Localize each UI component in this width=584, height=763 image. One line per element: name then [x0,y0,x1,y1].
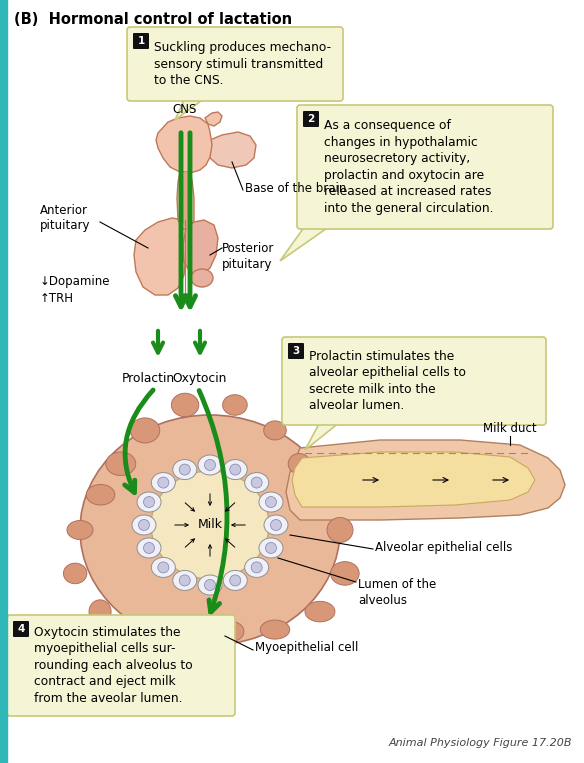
Circle shape [266,497,276,507]
Circle shape [266,542,276,553]
Ellipse shape [80,415,340,645]
Text: CNS: CNS [173,103,197,116]
Ellipse shape [64,563,87,584]
Ellipse shape [191,269,213,287]
Ellipse shape [223,459,247,480]
Ellipse shape [106,452,135,475]
Ellipse shape [151,471,269,579]
Ellipse shape [288,453,310,474]
Ellipse shape [260,620,290,639]
Ellipse shape [151,558,175,578]
Ellipse shape [264,421,286,440]
Polygon shape [175,98,205,120]
Text: ↓Dopamine
↑TRH: ↓Dopamine ↑TRH [40,275,110,305]
Ellipse shape [217,621,244,642]
Text: Prolactin: Prolactin [121,372,175,385]
Ellipse shape [137,492,161,512]
Ellipse shape [223,394,247,415]
Text: Base of the brain: Base of the brain [245,182,346,195]
FancyBboxPatch shape [303,111,319,127]
FancyBboxPatch shape [127,27,343,101]
Ellipse shape [137,538,161,558]
Ellipse shape [223,571,247,591]
Polygon shape [183,220,218,275]
Ellipse shape [198,455,222,475]
Ellipse shape [173,459,197,480]
Ellipse shape [171,393,199,417]
Text: Lumen of the
alveolus: Lumen of the alveolus [358,578,436,607]
Polygon shape [177,172,194,230]
Polygon shape [292,452,535,507]
Polygon shape [156,116,212,173]
Ellipse shape [245,558,269,578]
Polygon shape [134,218,186,295]
Circle shape [230,464,241,475]
Circle shape [158,562,169,573]
Circle shape [204,459,215,471]
Ellipse shape [259,492,283,512]
Text: As a consequence of
changes in hypothalamic
neurosecretory activity,
prolactin a: As a consequence of changes in hypothala… [324,119,493,214]
Ellipse shape [259,538,283,558]
Text: Oxytocin: Oxytocin [173,372,227,385]
Circle shape [179,464,190,475]
Polygon shape [205,112,222,126]
Text: (B)  Hormonal control of lactation: (B) Hormonal control of lactation [14,12,292,27]
Text: 1: 1 [137,36,145,46]
FancyBboxPatch shape [288,343,304,359]
Polygon shape [286,440,565,520]
Circle shape [204,580,215,591]
Text: Myoepithelial cell: Myoepithelial cell [255,642,359,655]
Polygon shape [280,226,330,261]
Text: 4: 4 [18,624,25,634]
Text: Prolactin stimulates the
alveolar epithelial cells to
secrete milk into the
alve: Prolactin stimulates the alveolar epithe… [309,349,466,412]
Text: Suckling produces mechano-
sensory stimuli transmitted
to the CNS.: Suckling produces mechano- sensory stimu… [154,41,331,87]
Text: Milk: Milk [197,519,223,532]
FancyBboxPatch shape [7,615,235,716]
Ellipse shape [89,600,111,623]
Text: Anterior
pituitary: Anterior pituitary [40,204,91,233]
Ellipse shape [132,515,156,535]
Circle shape [144,497,155,507]
Ellipse shape [264,515,288,535]
Ellipse shape [86,485,115,505]
Text: Oxytocin stimulates the
myoepithelial cells sur-
rounding each alveolus to
contr: Oxytocin stimulates the myoepithelial ce… [34,626,193,705]
Bar [0,0,7,763]
Text: 3: 3 [293,346,300,356]
Polygon shape [210,132,256,168]
Ellipse shape [173,571,197,591]
Ellipse shape [67,520,93,539]
Circle shape [230,575,241,586]
Circle shape [158,477,169,488]
Text: Alveolar epithelial cells: Alveolar epithelial cells [375,542,512,555]
FancyBboxPatch shape [13,621,29,637]
Circle shape [144,542,155,553]
FancyBboxPatch shape [282,337,546,425]
Circle shape [138,520,150,530]
Ellipse shape [178,620,202,643]
Text: 2: 2 [307,114,315,124]
Ellipse shape [331,562,359,585]
Circle shape [270,520,281,530]
Ellipse shape [134,617,157,642]
Ellipse shape [245,472,269,493]
Ellipse shape [305,601,335,622]
Text: Milk duct: Milk duct [483,422,537,435]
Circle shape [179,575,190,586]
Text: Animal Physiology Figure 17.20B: Animal Physiology Figure 17.20B [388,738,572,748]
Text: Posterior
pituitary: Posterior pituitary [222,242,274,271]
Polygon shape [305,422,340,450]
Ellipse shape [308,483,331,507]
Circle shape [251,477,262,488]
Polygon shape [182,172,192,228]
FancyBboxPatch shape [133,33,149,49]
FancyBboxPatch shape [297,105,553,229]
Ellipse shape [327,517,353,542]
Circle shape [251,562,262,573]
Ellipse shape [151,472,175,493]
Ellipse shape [198,575,222,595]
Ellipse shape [130,418,160,443]
